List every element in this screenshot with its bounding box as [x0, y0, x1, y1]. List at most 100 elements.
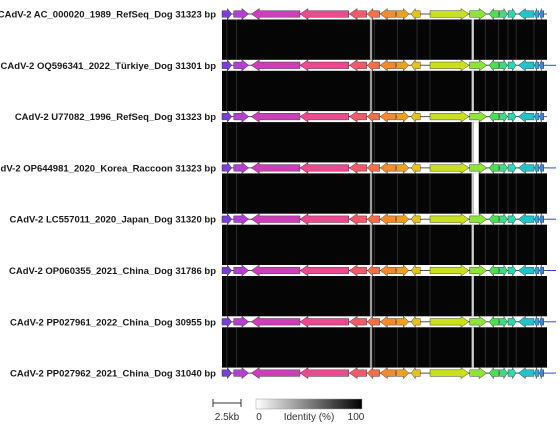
gene-arrow-forward: [396, 59, 410, 72]
gene-arrow-reverse: [518, 110, 535, 123]
gene-arrow-reverse: [488, 59, 500, 72]
gene-arrow-forward: [396, 8, 410, 20]
gene-arrow-reverse: [534, 8, 540, 20]
genome-label: CAdV-2 U77082_1996_RefSeq_Dog 31323 bp: [15, 112, 216, 123]
gene-arrow-reverse: [349, 8, 367, 20]
gene-arrow-forward: [221, 161, 233, 174]
gene-arrow-forward: [221, 59, 233, 72]
gene-arrow-forward: [429, 162, 470, 174]
low-identity-region: [471, 122, 474, 163]
gene-arrow-reverse: [349, 367, 367, 379]
gene-arrow-forward: [499, 110, 508, 123]
genome-label: CAdV-2 PP027961_2022_China_Dog 30955 bp: [10, 317, 216, 328]
gene-arrow-forward: [469, 315, 488, 328]
gene-arrow-forward: [499, 161, 508, 175]
gene-arrow-forward: [469, 162, 488, 174]
gene-arrow-reverse: [539, 316, 544, 328]
legend: 2.5kb 0 Identity (%) 100: [212, 398, 365, 423]
gene-arrow-forward: [221, 264, 233, 277]
gene-arrow-forward: [499, 59, 508, 72]
gene-arrow-reverse: [250, 264, 301, 277]
gene-arrow-reverse: [379, 110, 397, 123]
gene-arrow-forward: [396, 161, 410, 174]
gene-arrow-reverse: [539, 8, 544, 20]
gene-arrow-forward: [499, 264, 508, 277]
gene-arrow-reverse: [410, 315, 421, 328]
gene-arrow-reverse: [366, 264, 380, 277]
gene-arrow-reverse: [488, 264, 500, 277]
gene-arrow-reverse: [410, 110, 421, 123]
gene-arrow-forward: [429, 367, 470, 379]
gene-arrow-reverse: [349, 315, 367, 328]
gene-arrow-forward: [221, 213, 233, 226]
gene-arrow-reverse: [299, 367, 349, 379]
gene-arrow-reverse: [488, 7, 500, 21]
gene-arrow-reverse: [518, 59, 535, 72]
gene-arrow-reverse: [534, 162, 540, 174]
similarity-band: [222, 122, 547, 163]
gene-arrow-forward: [499, 366, 508, 380]
gene-arrow-reverse: [299, 162, 349, 174]
genome-track: [221, 161, 556, 175]
low-identity-region: [471, 70, 474, 112]
scale-bar: 2.5kb: [212, 399, 242, 423]
low-identity-region: [369, 122, 373, 163]
gene-arrow-reverse: [379, 367, 397, 380]
gene-arrow-reverse: [349, 110, 367, 123]
scale-bar-label: 2.5kb: [215, 412, 240, 423]
gene-arrow-forward: [507, 315, 517, 328]
gap-region: [473, 173, 479, 214]
gene-arrow-forward: [469, 110, 488, 123]
gene-arrow-forward: [507, 59, 517, 72]
gene-arrow-forward: [429, 315, 470, 328]
gene-arrow-reverse: [379, 213, 397, 226]
gene-arrow-forward: [469, 264, 488, 277]
gene-arrow-forward: [396, 213, 410, 226]
gene-arrow-reverse: [250, 315, 301, 328]
gene-arrow-reverse: [518, 161, 535, 174]
genome-track: [221, 315, 556, 328]
gene-arrow-reverse: [250, 110, 301, 123]
gene-arrow-reverse: [250, 8, 301, 20]
gene-arrow-reverse: [299, 315, 349, 328]
gene-arrow-reverse: [488, 213, 500, 226]
gene-arrow-reverse: [299, 213, 349, 226]
gene-arrow-forward: [507, 161, 517, 175]
gene-arrow-forward: [499, 7, 508, 21]
gene-arrow-forward: [396, 367, 410, 380]
gene-arrow-reverse: [349, 162, 367, 174]
gene-arrow-reverse: [534, 264, 540, 277]
gene-arrow-forward: [233, 110, 249, 123]
similarity-band: [222, 173, 547, 214]
gene-arrow-reverse: [539, 59, 544, 71]
gene-arrow-reverse: [539, 111, 544, 123]
gene-arrow-reverse: [299, 59, 349, 72]
gene-arrow-reverse: [410, 264, 421, 277]
gene-arrow-reverse: [366, 213, 380, 226]
gene-arrow-forward: [221, 110, 233, 123]
gene-arrow-reverse: [534, 213, 540, 225]
identity-color-scale: 0 Identity (%) 100: [255, 398, 365, 423]
genome-label: CAdV-2 OQ596341_2022_Türkiye_Dog 31301 b…: [1, 61, 217, 72]
low-identity-region: [471, 327, 474, 368]
similarity-band: [222, 224, 547, 265]
gene-arrow-reverse: [379, 315, 397, 328]
genome-track: [221, 7, 547, 21]
gene-arrow-forward: [429, 110, 470, 123]
genome-label: CAdV-2 OP060355_2021_China_Dog 31786 bp: [9, 266, 216, 277]
gene-arrow-forward: [396, 264, 410, 277]
gene-arrow-forward: [429, 213, 470, 226]
gene-arrow-reverse: [349, 59, 367, 72]
low-identity-region: [471, 224, 474, 265]
gene-arrow-reverse: [250, 367, 301, 379]
gene-arrow-reverse: [518, 264, 535, 277]
gene-arrow-reverse: [539, 367, 544, 379]
low-identity-region: [369, 327, 373, 368]
gene-arrow-reverse: [534, 111, 540, 123]
low-identity-region: [369, 70, 373, 112]
low-identity-region: [369, 276, 373, 317]
genome-track: [221, 59, 556, 72]
genome-label: CAdV-2 OP644981_2020_Korea_Raccoon 31323…: [0, 163, 216, 174]
gene-arrow-reverse: [488, 315, 500, 328]
